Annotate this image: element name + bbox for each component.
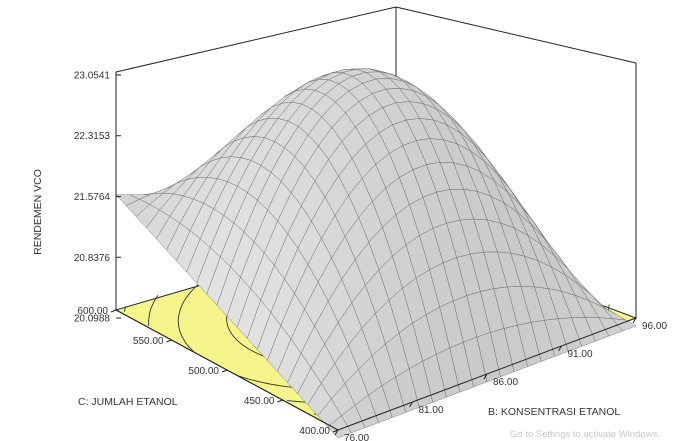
x-tick-mark [558,345,562,352]
x-tick-mark [334,429,339,436]
x-tick-label: 96.00 [642,321,667,332]
x-axis-title: B: KONSENTRASI ETANOL [488,406,620,418]
z-tick-label: 23.0541 [74,71,111,82]
x-tick-label: 86.00 [493,377,518,388]
x-tick-mark [632,317,637,324]
x-tick-label: 81.00 [419,405,444,416]
response-surface [115,68,637,439]
y-tick-mark [277,399,283,403]
z-tick-label: 20.8376 [74,253,111,264]
x-tick-label: 76.00 [344,433,369,441]
y-tick-label: 550.00 [133,336,164,347]
y-axis-title: C: JUMLAH ETANOL [78,396,178,408]
x-tick-mark [409,401,413,408]
x-tick-label: 91.00 [568,349,593,360]
z-tick-label: 20.0988 [74,314,111,325]
z-axis-title: RENDEMEN VCO [32,169,44,255]
y-tick-label: 450.00 [244,396,275,407]
x-tick-mark [483,373,488,380]
y-tick-label: 400.00 [299,426,330,437]
y-tick-mark [221,369,228,373]
surface-patch [611,318,637,332]
y-tick-mark [332,429,339,433]
z-tick-label: 22.3153 [74,131,111,142]
y-tick-label: 600.00 [77,306,108,317]
z-tick-label: 21.5764 [74,192,111,203]
z-axis-ticks: 20.0988 20.8376 21.5764 22.3153 23.0541 [74,71,121,325]
y-axis-ticks: 400.00 450.00 500.00 550.00 600.00 [77,306,339,437]
x-axis-ticks: 76.00 81.00 86.00 91.00 96.00 [334,317,667,441]
y-tick-mark [166,339,172,343]
activate-windows-watermark: Go to Settings to activate Windows. [510,429,660,440]
y-tick-mark [110,309,117,313]
y-tick-label: 500.00 [188,366,219,377]
